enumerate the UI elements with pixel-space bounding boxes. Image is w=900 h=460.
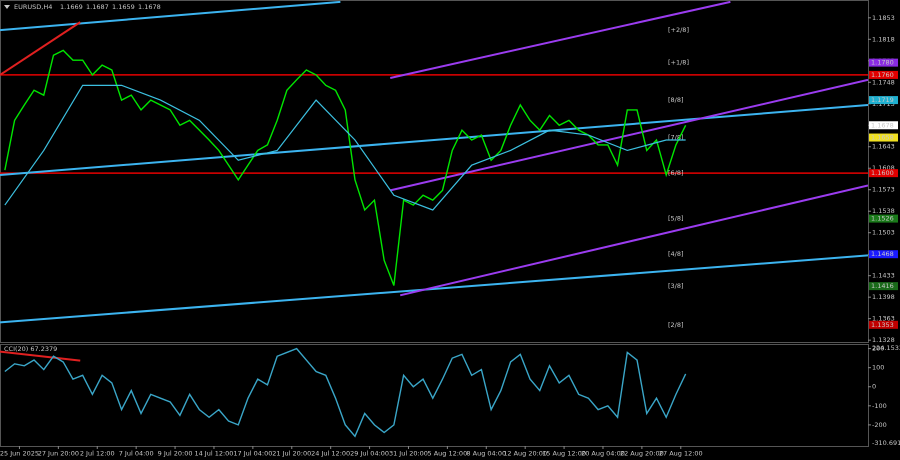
y-tick-label: 1.1748 — [872, 78, 895, 86]
murray-label: [3/8] — [668, 282, 684, 290]
murray-label: [+2/8] — [668, 26, 689, 34]
x-tick-label: 8 Aug 04:00 — [466, 450, 506, 458]
y-tick-label: 1.1643 — [872, 143, 895, 151]
price-label: 1.1416 — [871, 282, 894, 290]
murray-label: [7/8] — [668, 134, 684, 142]
ohlc-value: 1.1687 — [86, 3, 109, 11]
trendline — [390, 0, 731, 79]
murray-label: [6/8] — [668, 169, 684, 177]
murray-label: [5/8] — [668, 215, 684, 223]
trendline — [0, 21, 81, 76]
price-label: 1.1353 — [871, 321, 894, 329]
murray-label: [2/8] — [668, 321, 684, 329]
murray-label: [+1/8] — [668, 59, 689, 67]
ohlc-value: 1.1678 — [138, 3, 161, 11]
y-tick-label: 1.1363 — [872, 315, 895, 323]
ohlc-value: 1.1659 — [112, 3, 135, 11]
y-tick-label: 1.1853 — [872, 14, 895, 22]
y-tick-label: 100 — [872, 364, 884, 372]
murray-label: [4/8] — [668, 250, 684, 258]
price-label-box — [869, 320, 898, 329]
x-tick-label: 2 Jul 12:00 — [80, 450, 115, 458]
trendline — [390, 78, 868, 192]
series-line — [4, 84, 686, 211]
price-label-box — [869, 282, 898, 291]
y-tick-label: 200 — [872, 345, 884, 353]
x-tick-label: 29 Jul 04:00 — [350, 450, 389, 458]
x-tick-label: 12 Aug 20:00 — [503, 450, 547, 458]
series-line — [4, 347, 687, 438]
trendline — [399, 184, 868, 297]
price-label-box — [869, 133, 898, 142]
y-tick-label: 1.1503 — [872, 229, 895, 237]
price-label-box — [869, 121, 898, 130]
price-label: 1.1719 — [871, 96, 894, 104]
x-tick-label: 20 Aug 04:00 — [581, 450, 625, 458]
price-label-box — [869, 169, 898, 178]
x-tick-label: 25 Jun 2025 — [0, 450, 39, 458]
trendline — [0, 0, 341, 32]
x-tick-label: 5 Aug 12:00 — [428, 450, 468, 458]
x-tick-label: 31 Jul 20:00 — [389, 450, 428, 458]
y-tick-label: -100 — [872, 402, 887, 410]
x-tick-label: 17 Jul 04:00 — [233, 450, 272, 458]
indicator-title: CCI(20) 67.2379 — [4, 345, 57, 353]
x-tick-label: 22 Aug 20:00 — [620, 450, 664, 458]
x-tick-label: 27 Aug 12:00 — [659, 450, 703, 458]
y-tick-label: 1.1573 — [872, 186, 895, 194]
price-label-box — [869, 214, 898, 223]
x-tick-label: 21 Jul 20:00 — [272, 450, 311, 458]
price-label: 1.1780 — [871, 59, 894, 67]
price-label-box — [869, 250, 898, 259]
price-label: 1.1678 — [871, 121, 894, 129]
y-tick-label: 1.1818 — [872, 35, 895, 43]
cci-panel-frame — [0, 344, 869, 447]
murray-label: [8/8] — [668, 96, 684, 104]
price-label: 1.1526 — [871, 215, 894, 223]
trendline — [0, 103, 868, 176]
price-label: 1.1600 — [871, 169, 894, 177]
x-tick-label: 27 Jun 20:00 — [38, 450, 79, 458]
symbol-label: EURUSD,H4 — [14, 3, 52, 11]
price-label: 1.1658 — [871, 134, 894, 142]
main-panel-frame — [0, 0, 869, 343]
ohlc-value: 1.1669 — [60, 3, 83, 11]
y-min-label: -310.6918 — [872, 439, 900, 447]
trendline — [0, 254, 868, 324]
x-tick-label: 9 Jul 20:00 — [158, 450, 193, 458]
price-label-box — [869, 70, 898, 79]
y-tick-label: 1.1398 — [872, 293, 895, 301]
y-tick-label: 1.1433 — [872, 272, 895, 280]
panel: [+2/8] [+1/8] [8/8] [7/8] [6/8] [5/8] [4/8] [3/… — [0, 0, 868, 329]
price-label: 1.1760 — [871, 71, 894, 79]
y-tick-label: 0 — [872, 383, 876, 391]
x-tick-label: 14 Jul 12:00 — [194, 450, 233, 458]
x-tick-label: 15 Aug 12:00 — [542, 450, 586, 458]
y-max-label: 224.1533 — [872, 344, 900, 352]
y-tick-label: 1.1328 — [872, 336, 895, 344]
price-label-box — [869, 96, 898, 105]
y-tick-label: -200 — [872, 421, 887, 429]
y-tick-label: 1.1608 — [872, 164, 895, 172]
y-tick-label: 1.1538 — [872, 207, 895, 215]
x-tick-label: 7 Jul 04:00 — [119, 450, 154, 458]
trendline — [0, 350, 81, 362]
panel — [0, 347, 687, 438]
x-tick-label: 24 Jul 12:00 — [311, 450, 350, 458]
menu-arrow — [4, 5, 10, 9]
price-label-box — [869, 58, 898, 67]
price-label: 1.1468 — [871, 250, 894, 258]
series-line — [4, 49, 687, 286]
